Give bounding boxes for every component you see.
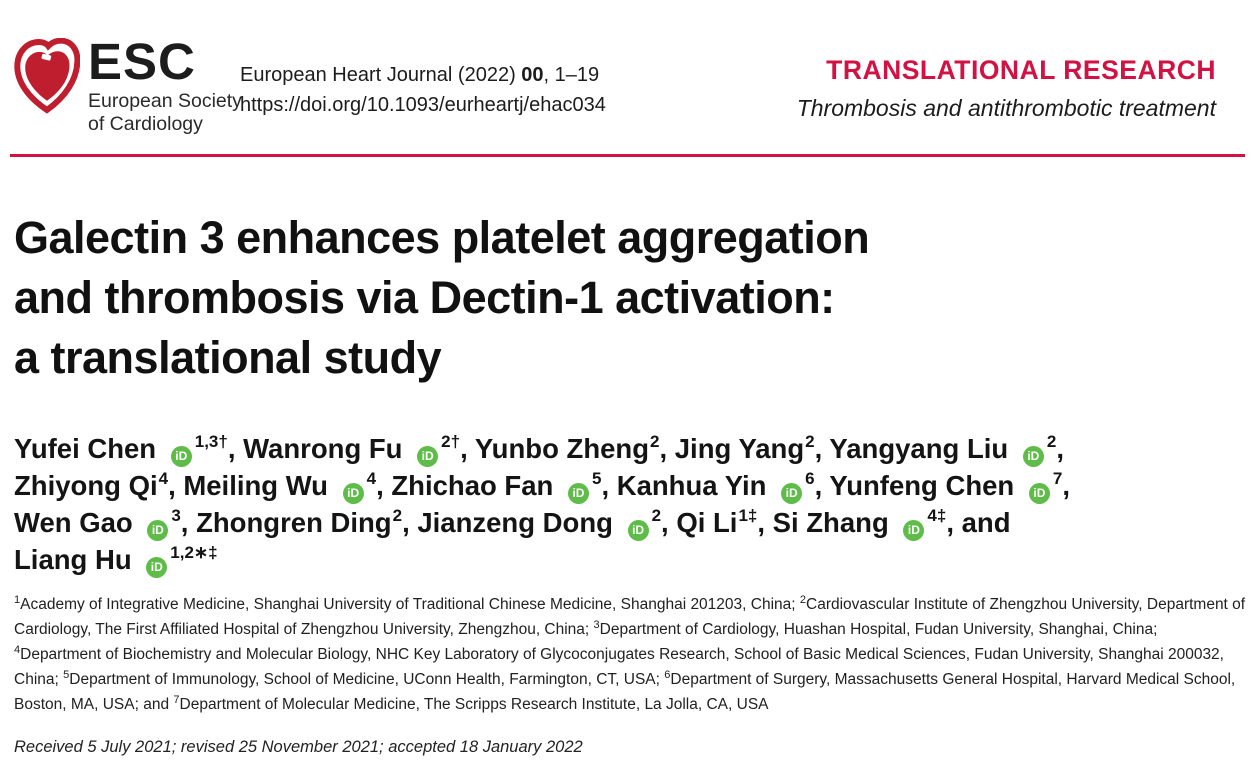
author-superscript: 1,2∗‡ — [170, 542, 218, 562]
doi-link[interactable]: https://doi.org/10.1093/eurheartj/ehac03… — [240, 94, 606, 116]
author: Jianzeng Dong iD2, — [417, 505, 669, 541]
orcid-icon[interactable]: iD — [903, 520, 925, 541]
author-superscript: 3 — [171, 505, 181, 525]
orcid-icon[interactable]: iD — [170, 446, 192, 467]
affiliation-text: Department of Surgery, Massachusetts Gen… — [14, 671, 1236, 713]
affiliation-text: Academy of Integrative Medicine, Shangha… — [20, 596, 800, 613]
author: Yufei Chen iD1,3†, — [14, 431, 235, 467]
author: Liang Hu iD1,2∗‡ — [14, 542, 218, 578]
esc-abbr: ESC — [88, 33, 196, 90]
header-divider — [10, 154, 1245, 157]
author-superscript: 2 — [651, 505, 662, 525]
esc-name-line1: European Society — [88, 90, 242, 112]
author: Si Zhang iD4‡, — [773, 505, 954, 541]
affiliation-superscript: 7 — [173, 693, 180, 706]
affiliation-text: Department of Cardiology, Huashan Hospit… — [599, 621, 1158, 638]
author: Wanrong Fu iD2†, — [243, 431, 468, 467]
esc-name-line2: of Cardiology — [88, 113, 203, 135]
affiliation-list: 1Academy of Integrative Medicine, Shangh… — [14, 592, 1248, 717]
orcid-icon[interactable]: iD — [417, 446, 439, 467]
article-title: Galectin 3 enhances platelet aggregation… — [14, 208, 870, 388]
author: Zhichao Fan iD5, — [391, 468, 609, 504]
author-superscript: 1,3† — [194, 431, 228, 451]
received-dates: Received 5 July 2021; revised 25 Novembe… — [14, 738, 583, 756]
author-superscript: 4 — [366, 468, 377, 488]
author-superscript: 4‡ — [927, 505, 947, 525]
author-superscript: 2† — [441, 431, 461, 451]
citation-block: European Heart Journal (2022) 00, 1–19 h… — [240, 60, 606, 120]
author: Wen Gao iD3, — [14, 505, 188, 541]
affiliation-superscript: 2 — [799, 593, 807, 606]
author: Yangyang Liu iD2, — [829, 431, 1064, 467]
orcid-icon[interactable]: iD — [147, 520, 169, 541]
esc-logo-text: ESC European Society of Cardiology — [88, 34, 242, 136]
orcid-icon[interactable]: iD — [342, 483, 364, 504]
affiliation-text: Department of Molecular Medicine, The Sc… — [179, 696, 769, 713]
affiliation-text: Department of Biochemistry and Molecular… — [14, 646, 1224, 688]
affiliation-superscript: 6 — [664, 668, 671, 681]
author-superscript: 1‡ — [738, 505, 758, 525]
affiliation-text: Department of Immunology, School of Medi… — [69, 671, 665, 688]
orcid-icon[interactable]: iD — [1028, 483, 1050, 504]
author-superscript: 2 — [1046, 431, 1057, 451]
affiliation-superscript: 5 — [63, 668, 70, 681]
author: Meiling Wu iD4, — [183, 468, 384, 504]
author-superscript: 2 — [392, 505, 403, 525]
esc-heart-icon — [14, 38, 80, 114]
author: Jing Yang2, — [674, 431, 823, 464]
orcid-icon[interactable]: iD — [781, 483, 803, 504]
citation-journal: European Heart Journal (2022) — [240, 64, 522, 86]
affiliation-superscript: 1 — [14, 593, 21, 606]
author: Yunbo Zheng2, — [474, 431, 668, 464]
title-line-1: Galectin 3 enhances platelet aggregation — [14, 212, 870, 263]
author-superscript: 7 — [1052, 468, 1063, 488]
author-superscript: 2 — [650, 431, 660, 451]
orcid-icon[interactable]: iD — [567, 483, 589, 504]
author: Qi Li1‡, — [676, 505, 765, 538]
esc-logo: ESC European Society of Cardiology — [14, 34, 242, 136]
citation-issue: 00 — [521, 64, 544, 86]
author-list: Yufei Chen iD1,3†, Wanrong Fu iD2†, Yunb… — [14, 430, 1189, 578]
title-line-2: and thrombosis via Dectin-1 activation: — [14, 272, 835, 323]
affiliation-superscript: 4 — [14, 643, 21, 656]
orcid-icon[interactable]: iD — [146, 557, 168, 578]
author-superscript: 4 — [158, 468, 169, 488]
subcategory-label: Thrombosis and antithrombotic treatment — [796, 95, 1216, 121]
category-block: TRANSLATIONAL RESEARCH Thrombosis and an… — [797, 54, 1216, 122]
affiliation-superscript: 3 — [593, 618, 600, 631]
author: Yunfeng Chen iD7, — [829, 468, 1070, 504]
citation-pages: , 1–19 — [543, 64, 600, 86]
citation-line: European Heart Journal (2022) 00, 1–19 — [240, 60, 606, 90]
orcid-icon[interactable]: iD — [1022, 446, 1044, 467]
author: Zhiyong Qi4, — [14, 468, 176, 501]
author-superscript: 6 — [805, 468, 815, 488]
category-label: TRANSLATIONAL RESEARCH — [826, 55, 1216, 85]
author: Kanhua Yin iD6, — [617, 468, 822, 504]
orcid-icon[interactable]: iD — [627, 520, 649, 541]
author-superscript: 5 — [591, 468, 602, 488]
title-line-3: a translational study — [14, 332, 442, 383]
affiliation-text: Cardiovascular Institute of Zhengzhou Un… — [14, 596, 1246, 638]
author-superscript: 2 — [805, 431, 815, 451]
author: Zhongren Ding2, — [196, 505, 410, 538]
